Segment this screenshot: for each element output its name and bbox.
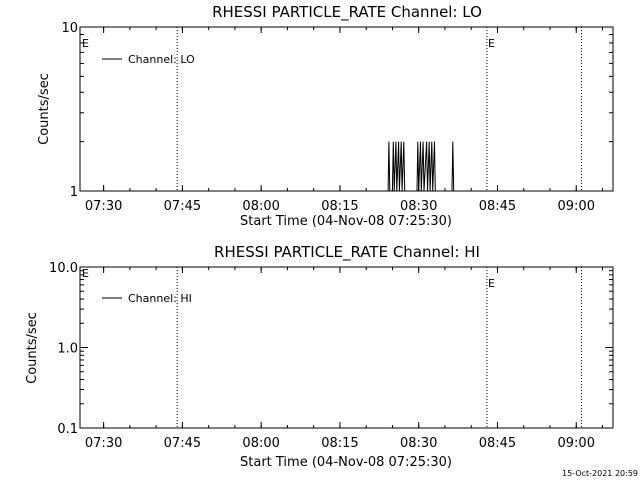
x-tick-label: 08:45 xyxy=(479,436,516,451)
x-tick-label: 07:30 xyxy=(85,199,122,214)
x-tick-label: 09:00 xyxy=(558,199,595,214)
x-tick-label: 07:45 xyxy=(164,436,201,451)
x-axis-ticks: 07:30 07:45 08:00 08:15 08:30 08:45 09:00 xyxy=(85,27,603,214)
legend-label: Channel: HI xyxy=(128,292,192,305)
x-tick-label: 09:00 xyxy=(558,436,595,451)
y-axis-label: Counts/sec xyxy=(25,312,40,384)
x-tick-label: 08:15 xyxy=(321,199,358,214)
x-tick-label: 08:30 xyxy=(400,436,437,451)
y-tick-label: 1.0 xyxy=(57,342,78,357)
x-tick-label: 08:00 xyxy=(242,199,279,214)
y-tick-label: 1 xyxy=(70,185,78,200)
chart-panel-lo: RHESSI PARTICLE_RATE Channel: LO E 07:30… xyxy=(37,3,614,229)
legend-label: Channel: LO xyxy=(128,53,195,66)
y-tick-label: 0.1 xyxy=(57,422,78,437)
x-tick-label: 07:30 xyxy=(85,436,122,451)
timestamp: 15-Oct-2021 20:59 xyxy=(562,469,638,478)
left-event-marker: E xyxy=(82,37,89,50)
event-lines: E xyxy=(176,267,582,428)
event-line-label: E xyxy=(488,37,495,50)
x-tick-label: 07:45 xyxy=(164,199,201,214)
y-axis-ticks: 1 10 xyxy=(61,21,613,200)
event-line-label: E xyxy=(488,277,495,290)
x-tick-label: 08:45 xyxy=(479,199,516,214)
left-event-marker: E xyxy=(82,267,89,280)
x-axis-ticks: 07:30 07:45 08:00 08:15 08:30 08:45 09:00 xyxy=(85,267,603,451)
chart-title: RHESSI PARTICLE_RATE Channel: HI xyxy=(214,243,480,262)
x-tick-label: 08:30 xyxy=(400,199,437,214)
x-axis-label: Start Time (04-Nov-08 07:25:30) xyxy=(240,455,452,470)
y-axis-ticks: 0.1 1.0 10.0 xyxy=(49,261,613,437)
series-line-lo xyxy=(387,141,455,192)
y-axis-label: Counts/sec xyxy=(37,73,52,145)
y-tick-label: 10.0 xyxy=(49,261,78,276)
chart-title: RHESSI PARTICLE_RATE Channel: LO xyxy=(212,3,482,22)
chart-panel-hi: RHESSI PARTICLE_RATE Channel: HI E 07:30… xyxy=(25,243,614,470)
plot-frame xyxy=(79,26,614,192)
x-tick-label: 08:15 xyxy=(321,436,358,451)
event-lines: E xyxy=(176,27,582,191)
y-tick-label: 10 xyxy=(61,21,78,36)
x-tick-label: 08:00 xyxy=(242,436,279,451)
x-axis-label: Start Time (04-Nov-08 07:25:30) xyxy=(240,214,452,229)
